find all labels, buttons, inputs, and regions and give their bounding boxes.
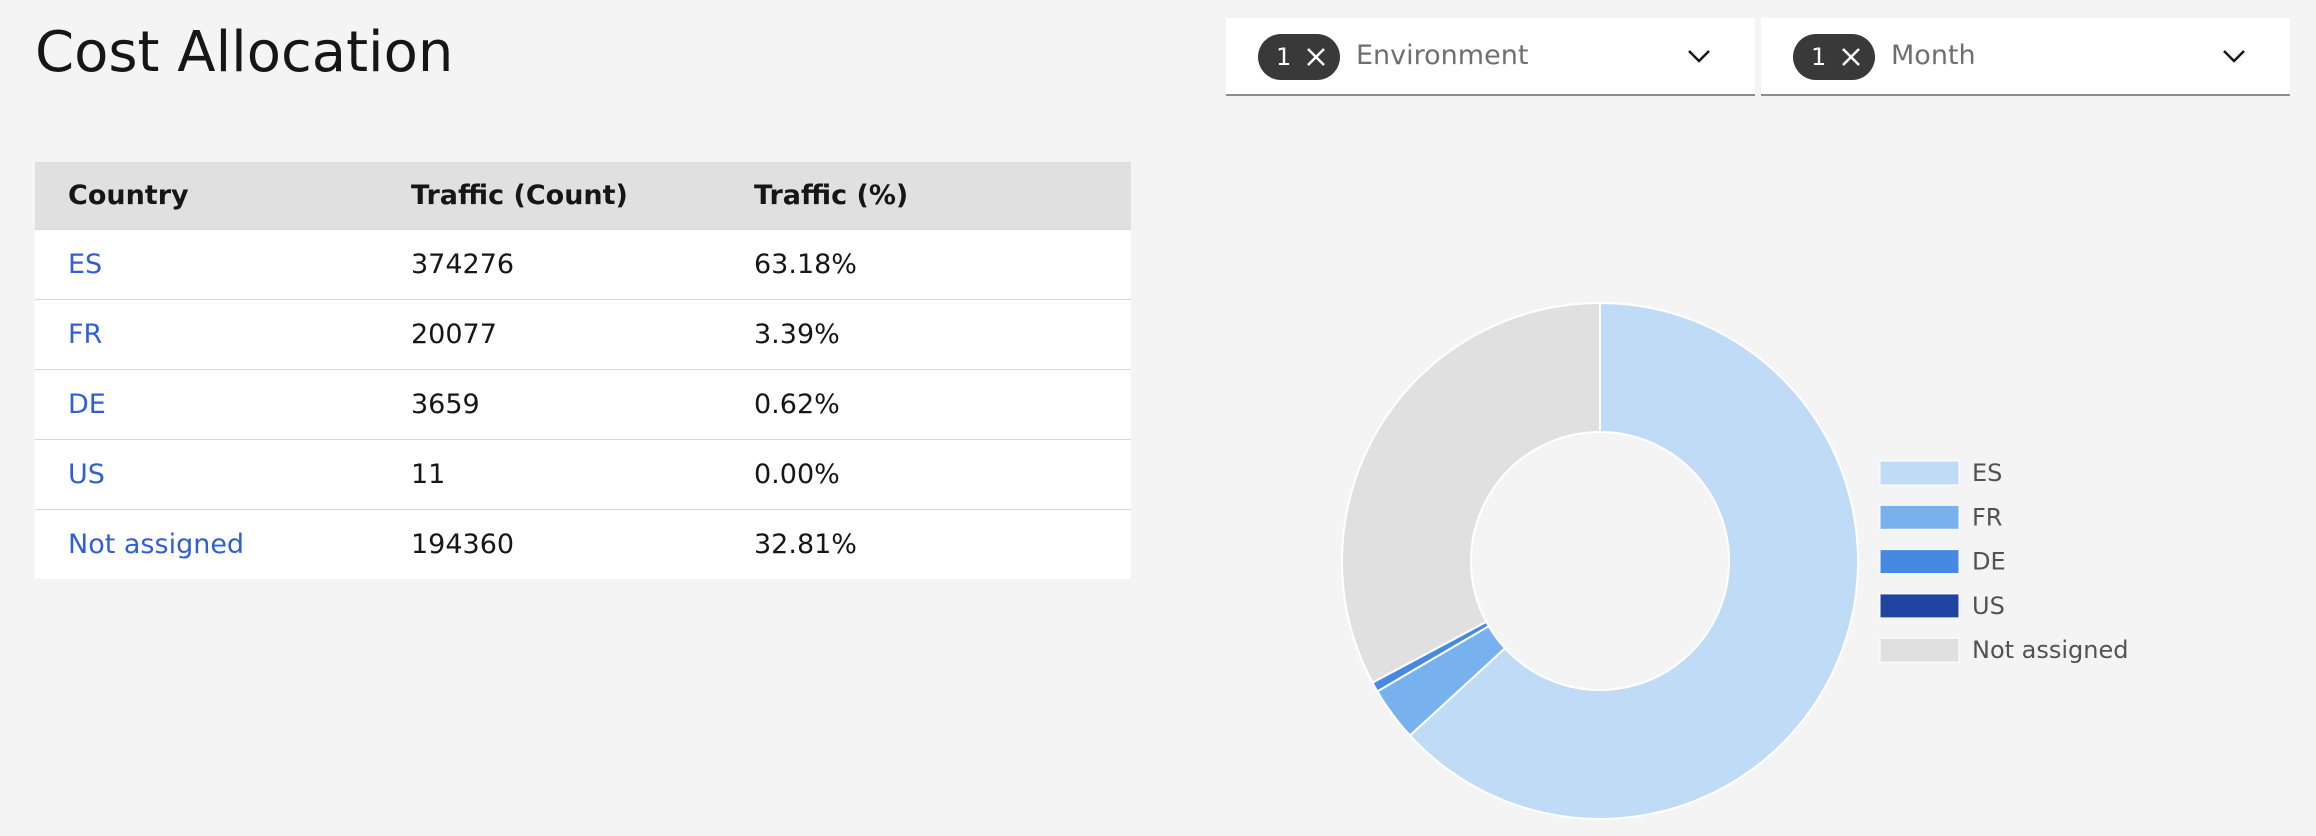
- table-cell: 63.18%: [721, 229, 1131, 300]
- chevron-icon: [2223, 50, 2245, 63]
- filter-tag[interactable]: 1: [1793, 34, 1875, 80]
- table-cell: 0.62%: [721, 369, 1131, 440]
- legend-swatch: [1879, 504, 1960, 530]
- table-cell: 374276: [378, 229, 721, 300]
- table-cell: 11: [378, 439, 721, 510]
- legend-swatch: [1879, 637, 1960, 663]
- country-link[interactable]: Not assigned: [68, 529, 245, 560]
- legend-label: Not assigned: [1972, 636, 2129, 664]
- column-header: Country: [35, 162, 378, 230]
- table-cell: Not assigned: [35, 509, 378, 579]
- header-row: Country Traffic (Count) Traffic (%): [35, 162, 1131, 230]
- country-link[interactable]: US: [68, 459, 105, 490]
- legend-swatch: [1879, 460, 1960, 486]
- table-body: ES 374276 63.18% FR 20077 3.39% DE 3659 0.62% US 1…: [35, 229, 1131, 579]
- table-row: ES 374276 63.18%: [35, 229, 1131, 300]
- legend-label: ES: [1972, 459, 2002, 487]
- clear-icon[interactable]: [1841, 47, 1861, 67]
- table-cell: 20077: [378, 299, 721, 370]
- legend-swatch: [1879, 593, 1960, 619]
- donut-slice: [1408, 301, 1859, 820]
- legend-label: DE: [1972, 548, 2006, 576]
- filter-count: 1: [1811, 43, 1827, 71]
- column-header: Traffic (%): [721, 162, 1131, 230]
- donut-slice: [1341, 301, 1601, 684]
- table-cell: 3.39%: [721, 299, 1131, 370]
- table-cell: DE: [35, 369, 378, 440]
- data-table: Country Traffic (Count) Traffic (%) ES 37427…: [35, 162, 1131, 579]
- table-cell: 32.81%: [721, 509, 1131, 579]
- table-row: US 11 0.00%: [35, 439, 1131, 510]
- country-link[interactable]: FR: [68, 319, 103, 350]
- column-header: Traffic (Count): [378, 162, 721, 230]
- table-cell: US: [35, 439, 378, 510]
- filter-label: Environment: [1356, 40, 1529, 71]
- table-row: FR 20077 3.39%: [35, 299, 1131, 370]
- filter-dropdown[interactable]: 1 Month: [1761, 18, 2290, 96]
- table-cell: FR: [35, 299, 378, 370]
- clear-icon[interactable]: [1306, 47, 1326, 67]
- table-row: Not assigned 194360 32.81%: [35, 509, 1131, 579]
- chevron-icon: [1688, 50, 1710, 63]
- country-link[interactable]: DE: [68, 389, 106, 420]
- table-cell: 194360: [378, 509, 721, 579]
- filter-count: 1: [1276, 43, 1292, 71]
- filter-tag[interactable]: 1: [1258, 34, 1340, 80]
- legend-swatch: [1879, 549, 1960, 575]
- page-title: Cost Allocation: [35, 20, 454, 85]
- legend-label: FR: [1972, 503, 2002, 531]
- table-cell: 3659: [378, 369, 721, 440]
- table-cell: ES: [35, 229, 378, 300]
- country-link[interactable]: ES: [68, 249, 103, 280]
- table-row: DE 3659 0.62%: [35, 369, 1131, 440]
- table-cell: 0.00%: [721, 439, 1131, 510]
- legend-label: US: [1972, 592, 2005, 620]
- filter-label: Month: [1891, 40, 1976, 71]
- filter-dropdown[interactable]: 1 Environment: [1226, 18, 1755, 96]
